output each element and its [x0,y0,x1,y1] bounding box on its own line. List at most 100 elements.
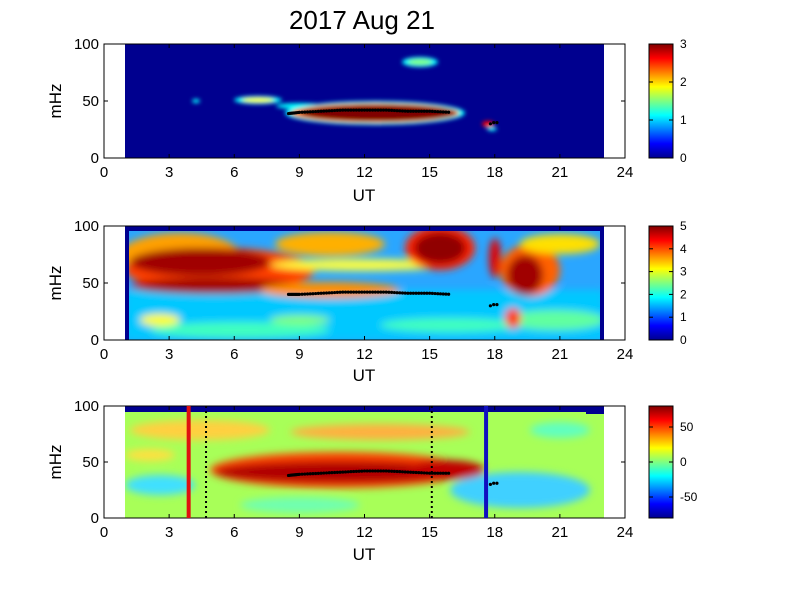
peak-point [441,110,445,114]
peak-point [349,108,353,112]
peak-point [354,108,358,112]
peak-point [436,110,440,114]
peak-point [368,290,372,294]
peak-point [395,109,399,113]
peak-point [406,291,410,295]
peak-point [300,110,304,114]
peak-point [335,470,339,474]
x-tick-label: 15 [421,164,438,181]
peak-point [441,292,445,296]
heatmap-middle [125,226,604,340]
x-tick-label: 18 [486,524,503,541]
peak-point [330,471,334,475]
peak-point [305,472,310,476]
x-tick-label: 3 [165,164,173,181]
colorbar-tick-label: 3 [680,265,687,279]
peak-point [365,108,369,112]
peak-point [360,469,364,473]
peak-point [354,469,358,473]
peak-point [492,481,496,485]
peak-point [338,290,342,294]
y-tick-label: 100 [74,398,99,415]
x-tick-label: 21 [552,346,569,363]
peak-point [371,108,375,112]
peak-point [316,291,320,296]
peak-point [436,471,440,475]
peak-point [436,292,440,296]
peak-point [368,108,372,112]
heatmap-top [125,44,604,158]
peak-point [409,291,413,295]
peak-point [319,109,323,113]
peak-point [308,292,312,296]
peak-point [343,108,348,112]
colorbar-tick-label: -50 [680,490,698,504]
x-tick-label: 18 [486,346,503,363]
colorbar-tick-label: 0 [680,455,687,469]
peak-point [303,292,307,296]
peak-point [419,109,424,113]
colorbar [648,225,674,341]
colorbar [648,43,674,159]
peak-point [392,108,396,113]
x-tick-label: 15 [421,524,438,541]
peak-point [411,470,415,474]
y-axis-label: mHz [46,445,65,480]
y-tick-label: 0 [91,510,99,527]
peak-point [384,290,388,294]
peak-point [324,291,329,295]
peak-point [381,290,386,294]
peak-point [352,469,356,474]
x-tick-label: 24 [617,164,634,181]
peak-point [352,290,356,294]
peak-point [417,471,421,475]
peak-point [414,470,418,475]
colorbar-tick-label: 4 [680,242,687,256]
y-axis-label: mHz [46,84,65,119]
peak-point [346,108,350,112]
peak-point [430,109,434,114]
peak-point [433,471,437,475]
peak-point [438,110,443,114]
peak-point [349,470,353,474]
peak-point [425,471,429,475]
x-tick-label: 3 [165,524,173,541]
peak-point [384,469,388,473]
peak-point [379,108,383,112]
peak-point [319,471,323,475]
peak-point [379,469,383,473]
peak-point [346,290,350,294]
panel-bottom: 0 3 6 9 12 15 18 21 24 0 50 100 UT mHz 50 0 -50 [46,398,698,564]
peak-point [422,291,426,295]
peak-point [371,469,375,473]
peak-point [428,109,432,113]
peak-point [438,471,443,475]
peak-point [400,109,405,113]
x-tick-label: 9 [295,346,303,363]
peak-point [414,291,418,295]
y-ticks: 0 50 100 [74,398,625,527]
peak-point [447,471,451,475]
x-tick-label: 21 [552,524,569,541]
y-tick-label: 0 [91,332,99,349]
peak-point [384,108,388,112]
y-tick-label: 50 [82,275,99,292]
peak-point [343,290,348,294]
peak-point [395,469,399,474]
peak-point [338,108,342,112]
peak-point [411,109,415,113]
peak-point [305,110,310,114]
colorbar-ticks: 0 1 2 3 4 5 [649,219,687,347]
x-ticks: 0 3 6 9 12 15 18 21 24 [100,226,633,363]
peak-point [425,291,429,295]
peak-point [488,482,493,486]
colorbar-tick-label: 1 [680,310,687,324]
peak-point [354,290,358,294]
peak-point [392,290,396,295]
x-tick-label: 15 [421,346,438,363]
peak-point [447,110,451,114]
peak-point [297,472,301,476]
peak-point [311,110,315,114]
y-tick-label: 0 [91,150,99,167]
